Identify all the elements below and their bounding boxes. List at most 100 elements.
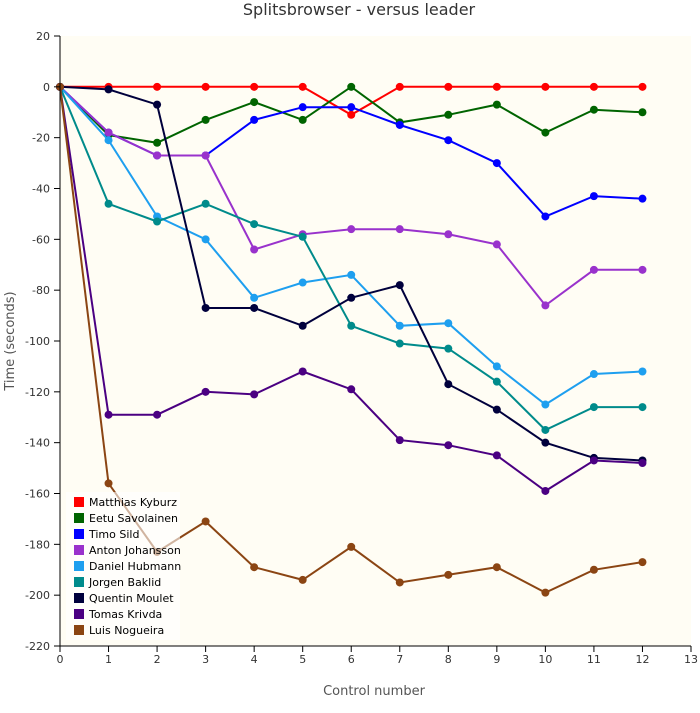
data-point [153, 217, 162, 226]
x-tick-label: 2 [154, 653, 161, 666]
x-tick-label: 5 [299, 653, 306, 666]
x-tick-label: 3 [202, 653, 209, 666]
legend-label: Quentin Moulet [89, 592, 174, 605]
data-point [444, 319, 453, 328]
data-point [541, 82, 550, 91]
data-point [104, 128, 113, 137]
y-tick-label: -180 [25, 538, 50, 551]
y-tick-label: -20 [32, 132, 50, 145]
data-point [492, 362, 501, 371]
data-point [153, 100, 162, 109]
data-point [395, 82, 404, 91]
data-point [298, 115, 307, 124]
data-point [153, 138, 162, 147]
data-point [492, 100, 501, 109]
x-tick-label: 12 [635, 653, 649, 666]
data-point [589, 370, 598, 379]
data-point [104, 410, 113, 419]
data-point [589, 565, 598, 574]
data-point [347, 110, 356, 119]
x-tick-label: 13 [684, 653, 698, 666]
data-point [201, 387, 210, 396]
y-tick-label: -40 [32, 183, 50, 196]
y-tick-label: 0 [43, 81, 50, 94]
data-point [444, 344, 453, 353]
legend-box [66, 492, 180, 640]
data-point [347, 103, 356, 112]
data-point [492, 82, 501, 91]
legend-swatch [74, 545, 84, 555]
legend-label: Daniel Hubmann [89, 560, 181, 573]
data-point [250, 115, 259, 124]
x-tick-label: 4 [251, 653, 258, 666]
y-tick-label: -160 [25, 488, 50, 501]
data-point [541, 301, 550, 310]
data-point [153, 410, 162, 419]
data-point [444, 570, 453, 579]
data-point [250, 245, 259, 254]
data-point [347, 293, 356, 302]
x-tick-label: 6 [348, 653, 355, 666]
data-point [444, 82, 453, 91]
data-point [201, 235, 210, 244]
data-point [589, 82, 598, 91]
y-tick-label: -80 [32, 284, 50, 297]
data-point [444, 110, 453, 119]
series-layer [56, 82, 647, 597]
data-point [395, 321, 404, 330]
data-point [541, 400, 550, 409]
legend-label: Matthias Kyburz [89, 496, 177, 509]
data-point [153, 82, 162, 91]
legend-swatch [74, 609, 84, 619]
data-point [250, 293, 259, 302]
data-point [104, 136, 113, 145]
legend-swatch [74, 625, 84, 635]
data-point [201, 82, 210, 91]
y-axis-title: Time (seconds) [3, 291, 18, 391]
data-point [250, 390, 259, 399]
legend-swatch [74, 513, 84, 523]
data-point [104, 479, 113, 488]
legend: Matthias Kyburz Eetu Savolainen Timo Sild A… [66, 492, 181, 640]
x-tick-label: 10 [538, 653, 552, 666]
legend-swatch [74, 593, 84, 603]
data-point [541, 128, 550, 137]
data-point [444, 441, 453, 450]
data-point [347, 225, 356, 234]
data-point [250, 563, 259, 572]
y-tick-label: 20 [36, 30, 50, 43]
legend-label: Anton Johansson [89, 544, 181, 557]
data-point [298, 575, 307, 584]
data-point [589, 265, 598, 274]
legend-swatch [74, 577, 84, 587]
legend-label: Tomas Krivda [88, 608, 162, 621]
x-tick-label: 9 [493, 653, 500, 666]
data-point [201, 303, 210, 312]
legend-swatch [74, 561, 84, 571]
data-point [250, 82, 259, 91]
data-point [201, 199, 210, 208]
data-point [541, 588, 550, 597]
data-point [638, 82, 647, 91]
data-point [201, 115, 210, 124]
x-tick-label: 1 [105, 653, 112, 666]
data-point [395, 120, 404, 129]
data-point [492, 451, 501, 460]
data-point [638, 108, 647, 117]
data-point [298, 103, 307, 112]
data-point [638, 459, 647, 467]
data-point [492, 405, 501, 414]
data-point [492, 563, 501, 572]
data-point [541, 486, 550, 495]
data-point [250, 220, 259, 229]
data-point [201, 151, 210, 160]
series-jorgen-baklid [56, 82, 647, 434]
data-point [541, 425, 550, 434]
data-point [395, 339, 404, 348]
data-point [347, 82, 356, 91]
data-point [395, 225, 404, 234]
data-point [638, 367, 647, 376]
data-point [298, 232, 307, 241]
data-point [250, 98, 259, 107]
